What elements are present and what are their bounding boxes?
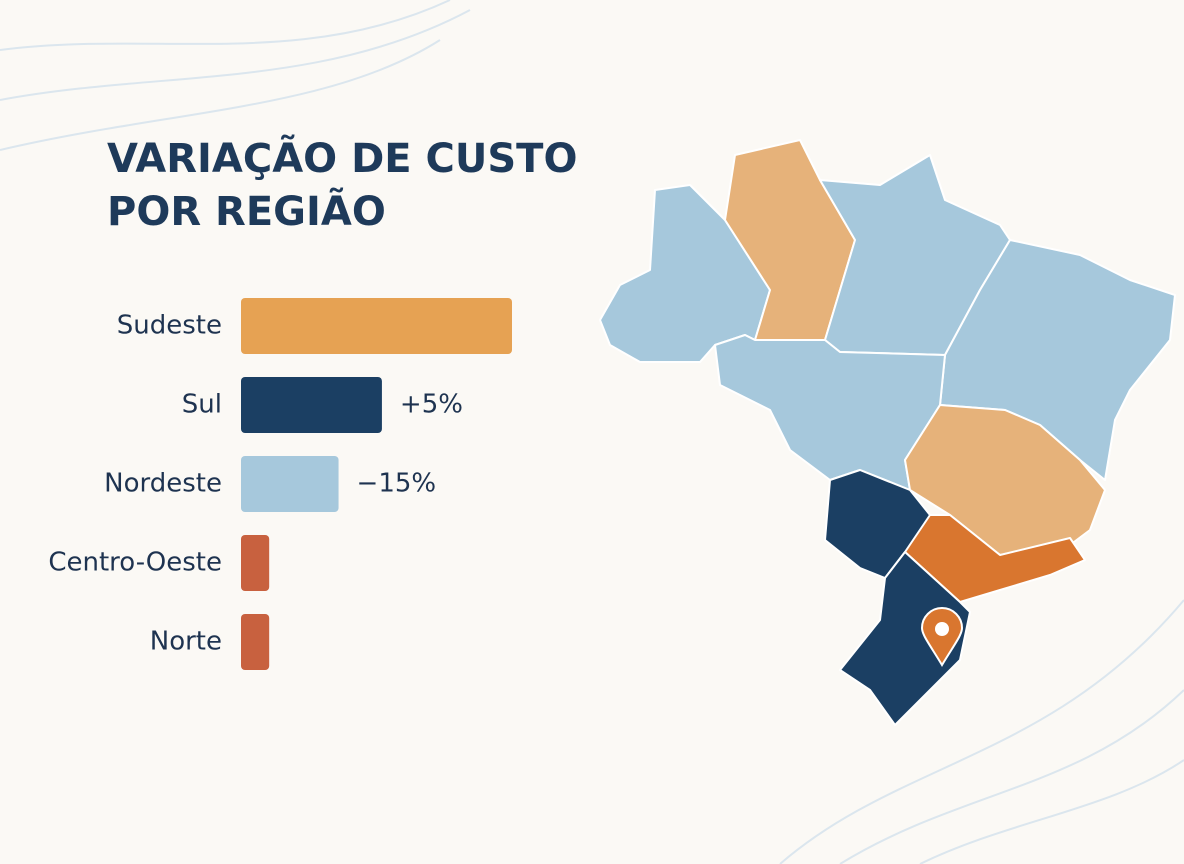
- category-label: Sudeste: [117, 311, 222, 341]
- bar: [241, 456, 339, 512]
- bar: [241, 535, 270, 591]
- location-pin: [920, 607, 964, 667]
- category-label: Nordeste: [104, 469, 222, 499]
- chart-title: POR REGIÃO: [107, 186, 386, 235]
- bar: [241, 614, 270, 670]
- bar: [241, 377, 382, 433]
- category-label: Centro-Oeste: [48, 548, 222, 578]
- brazil-map: [599, 139, 1176, 726]
- category-label: Sul: [182, 390, 222, 420]
- bar: [241, 298, 512, 354]
- value-label: +5%: [400, 390, 463, 420]
- chart-title: VARIAÇÃO DE CUSTO: [107, 133, 577, 182]
- pin-dot: [935, 622, 949, 636]
- value-label: −15%: [357, 469, 437, 499]
- category-label: Norte: [150, 627, 222, 657]
